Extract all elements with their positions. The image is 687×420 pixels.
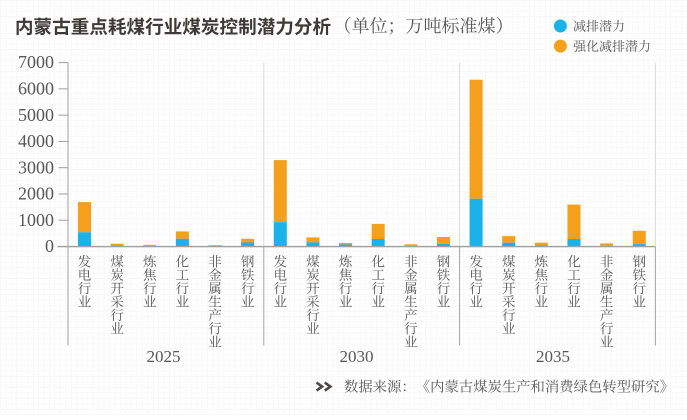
svg-text:2030: 2030 [340, 347, 374, 366]
svg-text:0: 0 [45, 236, 54, 256]
svg-text:6000: 6000 [18, 78, 54, 98]
svg-text:2025: 2025 [147, 347, 181, 366]
svg-text:2035: 2035 [536, 347, 570, 366]
svg-text:3000: 3000 [18, 157, 54, 177]
svg-text:1000: 1000 [18, 210, 54, 230]
svg-text:7000: 7000 [18, 52, 54, 72]
svg-text:2000: 2000 [18, 184, 54, 204]
svg-text:5000: 5000 [18, 105, 54, 125]
svg-text:4000: 4000 [18, 131, 54, 151]
